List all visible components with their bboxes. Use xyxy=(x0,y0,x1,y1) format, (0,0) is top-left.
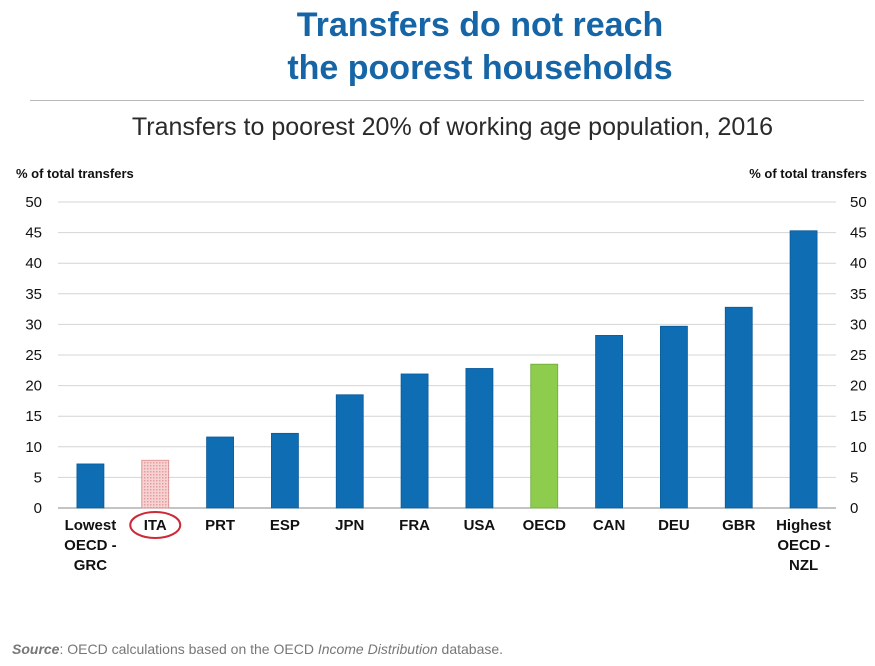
x-tick-label: OECD - xyxy=(64,537,117,554)
x-tick-label: USA xyxy=(464,517,496,534)
x-tick-label: JPN xyxy=(335,517,364,534)
source-note: Source: OECD calculations based on the O… xyxy=(12,641,503,657)
x-tick-label: NZL xyxy=(789,557,818,574)
y-tick-label-right: 45 xyxy=(850,225,867,242)
bar xyxy=(271,432,299,509)
x-tick-label: DEU xyxy=(658,517,690,534)
right-axis-unit-label: % of total transfers xyxy=(749,166,867,181)
source-database-name: Income Distribution xyxy=(317,641,438,657)
y-tick-label-left: 30 xyxy=(25,316,42,333)
title-divider xyxy=(30,100,864,101)
y-tick-label-left: 45 xyxy=(25,225,42,242)
x-tick-label: CAN xyxy=(593,517,626,534)
y-tick-label-right: 40 xyxy=(850,255,867,272)
source-label: Source xyxy=(12,641,60,657)
source-text-end: database. xyxy=(437,641,504,657)
y-tick-label-left: 50 xyxy=(25,194,42,211)
bar xyxy=(465,368,494,509)
bar xyxy=(789,230,818,509)
highlight-circle xyxy=(129,511,182,539)
y-tick-label-right: 50 xyxy=(850,194,867,211)
x-tick-label: OECD xyxy=(523,517,567,534)
y-tick-label-left: 10 xyxy=(25,439,42,456)
x-tick-label: Lowest xyxy=(65,517,117,534)
bar xyxy=(595,335,623,509)
x-tick-label: ESP xyxy=(270,517,300,534)
y-tick-label-right: 5 xyxy=(850,469,858,486)
y-tick-label-right: 15 xyxy=(850,408,867,425)
y-tick-label-left: 20 xyxy=(25,378,42,395)
y-tick-label-right: 20 xyxy=(850,378,867,395)
y-tick-label-right: 0 xyxy=(850,500,858,517)
bar xyxy=(76,463,105,509)
x-tick-label: GRC xyxy=(74,557,108,574)
x-tick-label: OECD - xyxy=(777,537,830,554)
y-tick-label-right: 10 xyxy=(850,439,867,456)
bar xyxy=(660,325,688,509)
y-tick-label-left: 15 xyxy=(25,408,42,425)
y-tick-label-right: 25 xyxy=(850,347,867,364)
y-tick-label-left: 40 xyxy=(25,255,42,272)
bar xyxy=(530,363,559,509)
source-text: : OECD calculations based on the OECD xyxy=(59,641,318,657)
x-tick-label: PRT xyxy=(205,517,235,534)
chart-title-line-2: the poorest households xyxy=(287,49,673,87)
bar xyxy=(206,436,234,509)
chart-title: Transfers do not reach the poorest house… xyxy=(0,4,875,90)
y-tick-label-left: 35 xyxy=(25,286,42,303)
x-tick-label: ITA xyxy=(144,517,167,534)
x-tick-label: GBR xyxy=(722,517,756,534)
bar xyxy=(141,459,170,509)
y-tick-label-left: 25 xyxy=(25,347,42,364)
bar xyxy=(400,373,429,509)
y-tick-label-left: 5 xyxy=(34,469,42,486)
bar xyxy=(724,306,753,509)
y-tick-label-right: 30 xyxy=(850,316,867,333)
chart-subtitle: Transfers to poorest 20% of working age … xyxy=(131,113,774,141)
x-tick-label: FRA xyxy=(399,517,430,534)
y-tick-label-right: 35 xyxy=(850,286,867,303)
chart-title-line-1: Transfers do not reach xyxy=(296,6,664,44)
bar xyxy=(335,394,364,509)
y-tick-label-left: 0 xyxy=(34,500,42,517)
left-axis-unit-label: % of total transfers xyxy=(16,166,134,181)
x-tick-label: Highest xyxy=(776,517,831,534)
